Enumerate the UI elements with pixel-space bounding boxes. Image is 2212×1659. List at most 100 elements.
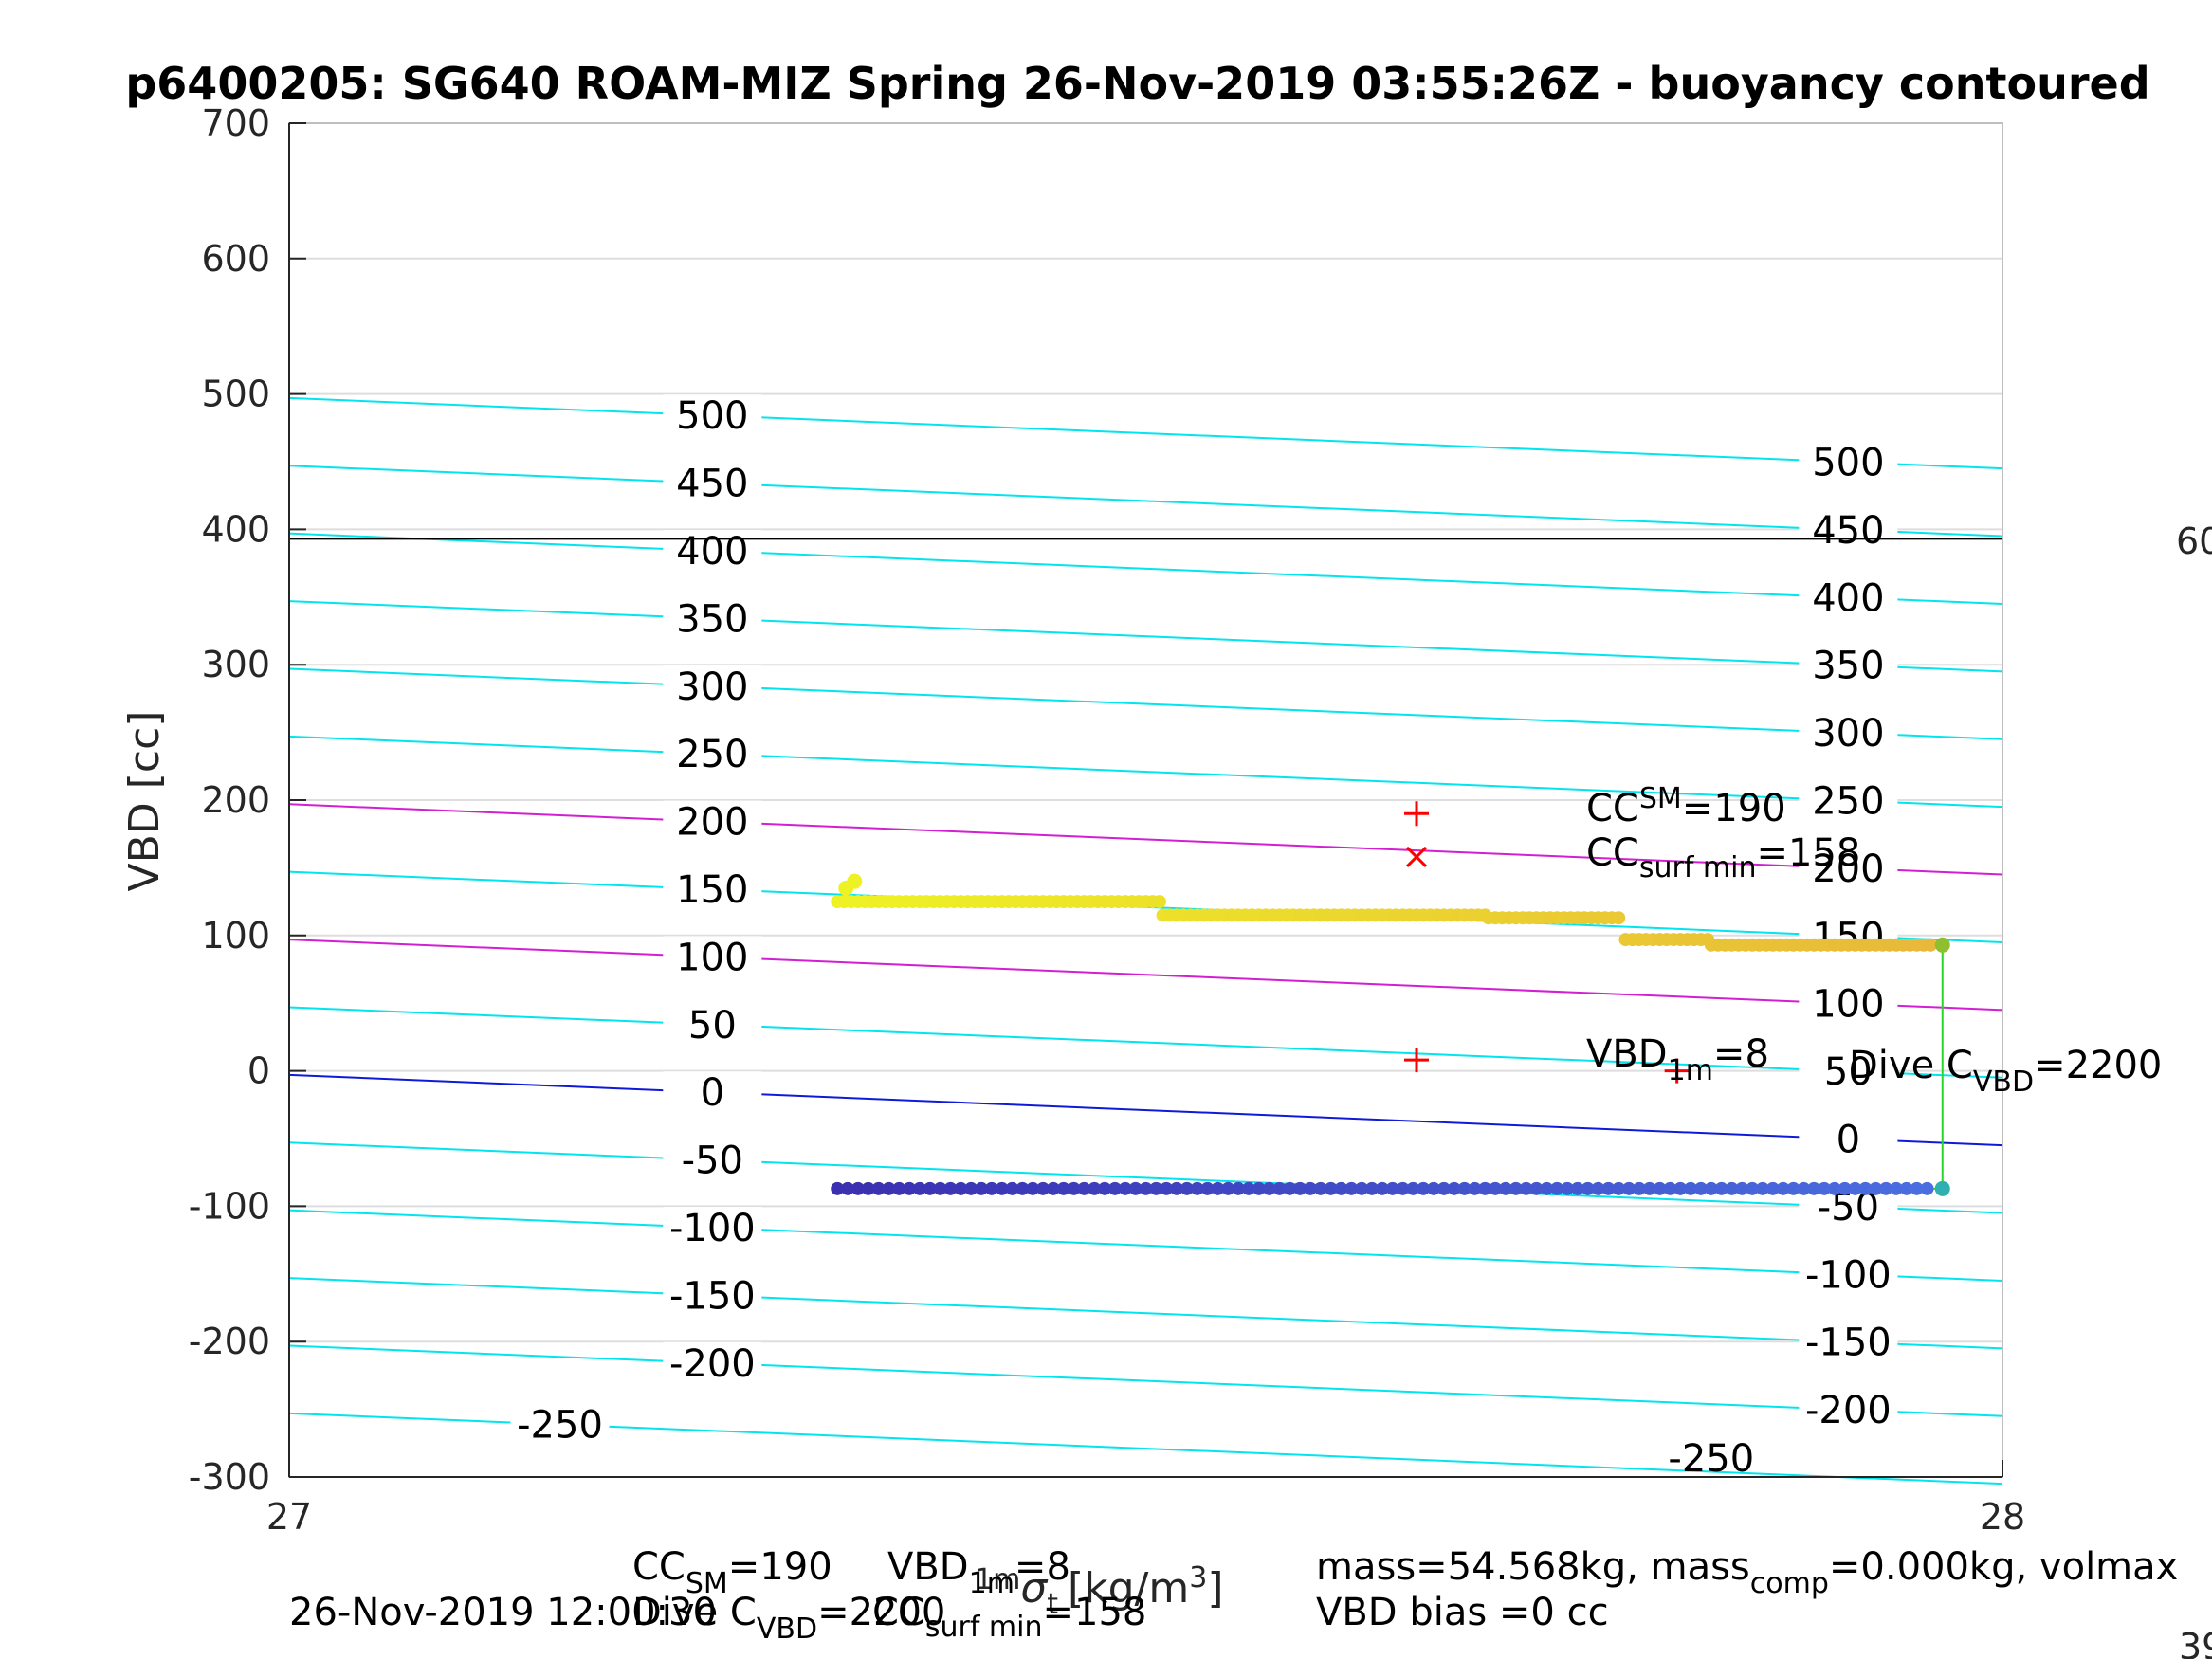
series-point [1889, 1181, 1903, 1195]
data-series [831, 873, 1950, 1196]
contour-label-bg [663, 868, 762, 911]
contour-label-left: -100 [669, 1207, 756, 1250]
contour-line--200 [288, 1344, 2003, 1417]
chart-title: p6400205: SG640 ROAM-MIZ Spring 26-Nov-2… [125, 58, 2149, 109]
cross-marker [1405, 846, 1428, 868]
contour-label-bg [1799, 1050, 1898, 1093]
series-point [1324, 1181, 1338, 1195]
series-point [1693, 1181, 1708, 1195]
annotation-cc-sm-main: CC [1586, 787, 1639, 830]
footer-mass-main: mass=54.568kg, mass [1316, 1545, 1750, 1589]
contour-line-100 [288, 939, 2003, 1012]
series-point [1283, 1181, 1297, 1195]
contour-label-right: 250 [1812, 779, 1884, 823]
series-point [1077, 1181, 1091, 1195]
contour-line--150 [288, 1277, 2003, 1350]
series-point [1046, 1181, 1060, 1195]
y-axis-label: VBD [cc] [120, 711, 169, 892]
contour-label-right: 150 [1812, 915, 1884, 958]
series-point [871, 1181, 886, 1195]
contour-label-right: 200 [1812, 848, 1884, 891]
footer-dive-c-main: Dive C [632, 1591, 757, 1634]
contour-label-right: 400 [1812, 576, 1884, 620]
contour-label-right: 450 [1812, 509, 1884, 553]
series-point [1858, 1181, 1873, 1195]
series-point [1498, 1181, 1512, 1195]
annotation-cc-sm-sub: SM [1639, 782, 1682, 815]
contour-label-right: -200 [1805, 1389, 1892, 1432]
contour-label-left: 250 [676, 733, 748, 776]
contour-line-200 [288, 803, 2003, 876]
series-point [1200, 1181, 1215, 1195]
contour-line-300 [288, 667, 2003, 740]
series-point [838, 880, 854, 896]
series-point [1489, 1181, 1503, 1195]
annotation-cc-surf-min-value: =158 [1757, 831, 1861, 875]
contour-line-0 [288, 1073, 2003, 1147]
series-point [1447, 1181, 1461, 1195]
series-point [1128, 1181, 1143, 1195]
right-edge-label-1: 60 [2176, 520, 2212, 562]
series-point [1508, 1181, 1523, 1195]
footer-cc-surf-min-sub: surf min [925, 1611, 1043, 1644]
series-point [1684, 1181, 1698, 1195]
series-point [1303, 1181, 1317, 1195]
series-point [1170, 1181, 1184, 1195]
y-tick-label: 700 [201, 102, 270, 144]
series-point [1221, 1181, 1235, 1195]
series-point [1612, 1181, 1626, 1195]
series-point [1714, 1181, 1728, 1195]
contour-label-bg [1799, 712, 1898, 755]
series-point [1899, 1181, 1913, 1195]
series-point [1355, 1181, 1369, 1195]
series-point [1924, 938, 1938, 952]
y-tick-label: 400 [201, 508, 270, 550]
series-point [1056, 1181, 1070, 1195]
annotation-vbd-1m-sub: 1m [1668, 1054, 1713, 1087]
series-point [1869, 1181, 1883, 1195]
contour-label-left: 400 [676, 530, 748, 574]
contour-label-bg [663, 394, 762, 437]
series-point [841, 1181, 855, 1195]
series-point [903, 1181, 917, 1195]
annotation-cc-sm-value: =190 [1682, 787, 1786, 830]
footer-cc-sm-value: =190 [728, 1545, 832, 1589]
series-point [1591, 1181, 1605, 1195]
series-point [1848, 1181, 1862, 1195]
x-axis-label-sub: t [1047, 1588, 1058, 1621]
series-point [1601, 1181, 1616, 1195]
series-point [1067, 1181, 1081, 1195]
series-point [975, 1181, 989, 1195]
contour-label-bg [663, 1341, 762, 1384]
series-point [1436, 1181, 1451, 1195]
series-point [1642, 1181, 1656, 1195]
footer-mass: mass=54.568kg, masscomp=0.000kg, volmax [1316, 1545, 2178, 1600]
contour-label-bg [663, 1274, 762, 1317]
contour-label-bg [1799, 508, 1898, 551]
y-tick-label: 500 [201, 374, 270, 415]
contour-label-bg [663, 1003, 762, 1046]
series-point [1190, 1181, 1204, 1195]
x-axis-label-symbol: σ [1020, 1564, 1048, 1613]
contour-labels: 500450400350300250200150100500-50-100-15… [510, 394, 1898, 1481]
series-point [1026, 1181, 1040, 1195]
contour-label-bg [663, 1071, 762, 1114]
series-point [995, 1181, 1009, 1195]
series-point [831, 1181, 845, 1195]
series-point [1786, 1181, 1801, 1195]
series-point [1088, 1181, 1102, 1195]
annotation-dive-c-main: Dive C [1849, 1044, 1973, 1087]
series-point [964, 1181, 978, 1195]
series-point [1653, 1181, 1667, 1195]
annotation-vbd-1m-value: =8 [1713, 1032, 1769, 1076]
series-point [1015, 1181, 1030, 1195]
footer-cc-sm-sub: SM [686, 1567, 728, 1600]
contour-label-left: 150 [676, 868, 748, 912]
series-point [1612, 911, 1626, 925]
series-point [1934, 937, 1950, 953]
series-point [1827, 1181, 1841, 1195]
contour-label-left: -250 [517, 1404, 603, 1448]
contour-label-bg [1799, 982, 1898, 1025]
y-tick-label: 100 [201, 915, 270, 957]
contour-line-500 [288, 396, 2003, 470]
